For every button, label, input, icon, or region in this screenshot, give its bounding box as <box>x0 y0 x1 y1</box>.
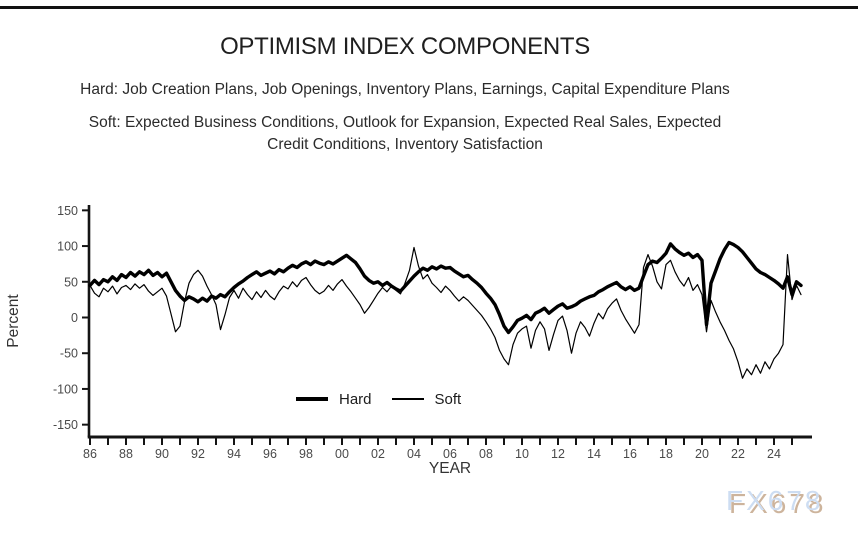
svg-text:22: 22 <box>731 447 745 461</box>
legend-hard-line-sample <box>296 397 328 401</box>
svg-text:96: 96 <box>263 447 277 461</box>
chart-series <box>88 240 803 379</box>
svg-text:100: 100 <box>57 240 78 254</box>
svg-text:98: 98 <box>299 447 313 461</box>
svg-text:16: 16 <box>623 447 637 461</box>
svg-text:04: 04 <box>407 447 421 461</box>
svg-text:50: 50 <box>64 275 78 289</box>
svg-text:88: 88 <box>119 447 133 461</box>
svg-text:10: 10 <box>515 447 529 461</box>
chart-legend: Hard Soft <box>296 390 461 408</box>
legend-soft-label: Soft <box>434 390 462 408</box>
svg-text:24: 24 <box>767 447 781 461</box>
legend-soft-line-sample <box>391 398 424 400</box>
svg-text:-100: -100 <box>53 382 78 396</box>
x-axis-title: YEAR <box>429 460 471 477</box>
svg-text:12: 12 <box>551 447 565 461</box>
svg-text:92: 92 <box>191 447 205 461</box>
page-title: OPTIMISM INDEX COMPONENTS <box>220 33 590 60</box>
svg-text:08: 08 <box>479 447 493 461</box>
svg-text:18: 18 <box>659 447 673 461</box>
watermark-fx678: FX678 <box>726 485 824 516</box>
svg-text:14: 14 <box>587 447 601 461</box>
svg-text:-150: -150 <box>53 418 78 432</box>
top-divider <box>0 6 858 9</box>
svg-text:94: 94 <box>227 447 241 461</box>
svg-text:0: 0 <box>71 311 78 325</box>
svg-text:-50: -50 <box>60 347 78 361</box>
y-axis-title: Percent <box>5 294 22 348</box>
legend-hard-label: Hard <box>339 390 372 408</box>
svg-text:06: 06 <box>443 447 457 461</box>
subtitle-soft-components: Soft: Expected Business Conditions, Outl… <box>35 112 775 156</box>
svg-text:90: 90 <box>155 447 169 461</box>
svg-text:02: 02 <box>371 447 385 461</box>
subtitle-soft-line1: Soft: Expected Business Conditions, Outl… <box>88 114 722 131</box>
svg-text:20: 20 <box>695 447 709 461</box>
svg-text:00: 00 <box>335 447 349 461</box>
svg-text:150: 150 <box>57 204 78 218</box>
chart-axes: 150 100 50 0 -50 -100 -150 86 88 90 92 94 96 98 00 02 04… <box>53 204 812 461</box>
subtitle-hard-components: Hard: Job Creation Plans, Job Openings, … <box>80 81 730 98</box>
subtitle-soft-line2: Credit Conditions, Inventory Satisfactio… <box>267 136 543 153</box>
svg-text:86: 86 <box>83 447 97 461</box>
